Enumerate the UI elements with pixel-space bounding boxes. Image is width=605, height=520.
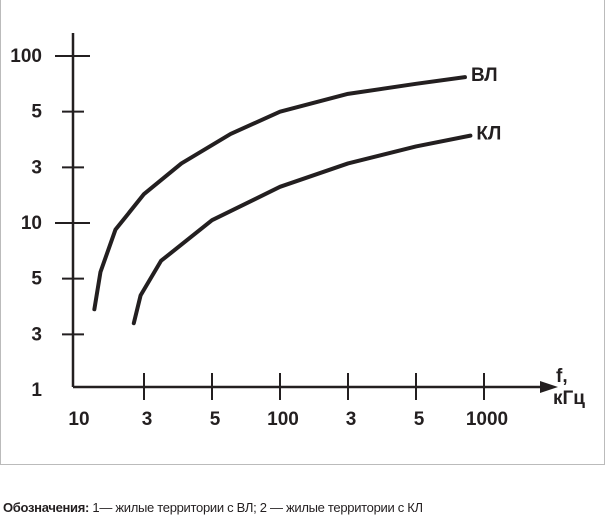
y-tick-label: 5 (31, 102, 42, 123)
y-tick-label: 1 (31, 380, 42, 401)
x-axis-label: кГц (553, 388, 585, 409)
x-tick-label: 3 (142, 409, 153, 430)
note: Обозначения: 1— жилые территории с ВЛ; 2… (3, 500, 423, 515)
y-tick-label: 3 (31, 157, 42, 178)
chart: f, кГц 1 3 5 10 3 5 100 10 3 5 100 3 5 1000 ВЛ КЛ (10, 33, 585, 430)
line (131, 133, 473, 326)
y-tick-label: 5 (31, 269, 42, 290)
y-tick-label: 100 (10, 46, 42, 67)
x-axis-label: f, (556, 366, 568, 387)
x-tick-label: 5 (414, 409, 425, 430)
x-tick-label: 100 (267, 409, 299, 430)
note-text: 1— жилые территории с ВЛ; 2 — жилые терр… (92, 500, 423, 515)
y-tick-label: 3 (31, 324, 42, 345)
x-tick-label: 3 (346, 409, 357, 430)
x-tick-label: 1000 (466, 409, 508, 430)
x-tick-label: 5 (210, 409, 221, 430)
series-label: КЛ (476, 124, 501, 145)
note-label: Обозначения: (3, 500, 90, 515)
y-tick-label: 10 (21, 213, 42, 234)
series-label: ВЛ (471, 65, 498, 86)
line (92, 75, 467, 312)
x-axis-arrow (540, 381, 558, 393)
x-tick-label: 10 (68, 409, 89, 430)
